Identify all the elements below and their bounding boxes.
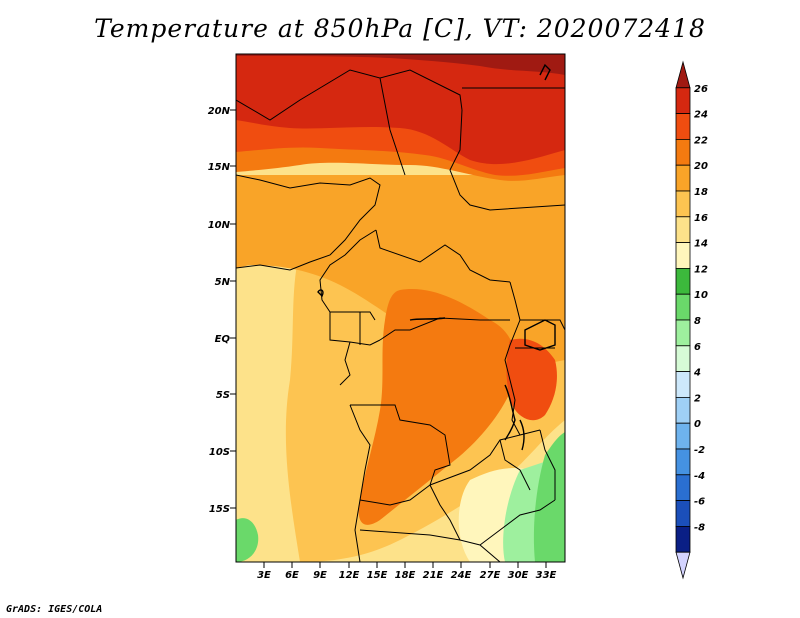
colorbar-swatch [675,422,691,450]
colorbar-swatch [675,526,691,553]
lon-label: 15E [367,570,388,581]
colorbar-label: 26 [694,84,708,95]
colorbar-swatch [675,448,691,476]
colorbar-label: 2 [694,393,701,404]
colorbar-swatch [675,371,691,398]
lat-label: 5N [215,277,231,288]
grads-credit: GrADS: IGES/COLA [6,604,103,615]
map-title: Temperature at 850hPa [C], VT: 202007241… [94,14,706,43]
lon-label: 3E [257,570,271,581]
country-borders [236,69,565,562]
colorbar-swatch [675,396,691,424]
lat-label: 20N [208,106,231,117]
colorbar-label: 10 [694,290,708,301]
map-frame [235,53,566,563]
colorbar-swatch [675,113,691,140]
field-zone-22-congo [358,289,517,525]
colorbar-label: 24 [694,110,708,121]
lon-label: 21E [423,570,444,581]
colorbar-label: 16 [694,213,708,224]
field-zone-24-lakes [506,338,557,421]
colorbar-swatch [675,474,691,501]
lon-label: 30E [508,570,529,581]
colorbar-label: 0 [694,419,701,430]
colorbar-swatch [675,216,691,244]
temperature-field [236,54,565,562]
lon-label: 27E [480,570,501,581]
colorbar-label: 20 [694,161,708,172]
colorbar-label: 12 [694,264,708,275]
colorbar-swatch [675,267,691,295]
lat-label: 15S [209,504,230,515]
colorbar-label: 6 [694,342,701,353]
colorbar-swatch [675,87,691,115]
colorbar-label: -6 [694,497,705,508]
colorbar-label: 4 [693,368,701,379]
map-ticks [230,109,547,568]
lat-label: EQ [215,334,231,345]
lon-label: 24E [451,570,472,581]
colorbar-label: -2 [694,445,705,456]
colorbar-swatch [675,190,691,218]
field-zone-26-sahara [236,54,565,165]
colorbar-label: -4 [694,471,705,482]
lon-label: 6E [285,570,299,581]
lon-label: 33E [536,570,557,581]
field-zone-coastal-green [236,518,259,562]
latitude-labels: 20N 15N 10N 5N EQ 5S 10S 15S [208,106,231,515]
longitude-labels: 3E 6E 9E 12E 15E 18E 21E 24E 27E 30E 33E [257,570,556,581]
colorbar-swatch [675,293,691,321]
colorbar-swatch [675,164,691,192]
lon-label: 12E [339,570,360,581]
colorbar-label: 22 [694,135,708,146]
lat-label: 10S [209,447,230,458]
colorbar-bottom-arrow [675,551,691,580]
colorbar-top-arrow [675,60,691,89]
colorbar-label: 8 [694,316,701,327]
colorbar-label: 14 [694,239,708,250]
colorbar-swatch [675,319,691,347]
colorbar-swatch [675,242,691,269]
lon-label: 9E [313,570,327,581]
field-zone-10 [533,432,565,562]
lakes-and-coast [317,63,556,451]
colorbar-label: 18 [694,187,708,198]
field-zone-max [236,54,565,75]
colorbar-swatch [675,500,691,527]
lat-label: 5S [216,390,230,401]
lat-label: 10N [208,220,231,231]
lat-label: 15N [208,162,231,173]
colorbar-swatch [675,345,691,372]
lon-label: 18E [395,570,416,581]
colorbar-swatch [675,138,691,166]
colorbar-label: -8 [694,522,705,533]
